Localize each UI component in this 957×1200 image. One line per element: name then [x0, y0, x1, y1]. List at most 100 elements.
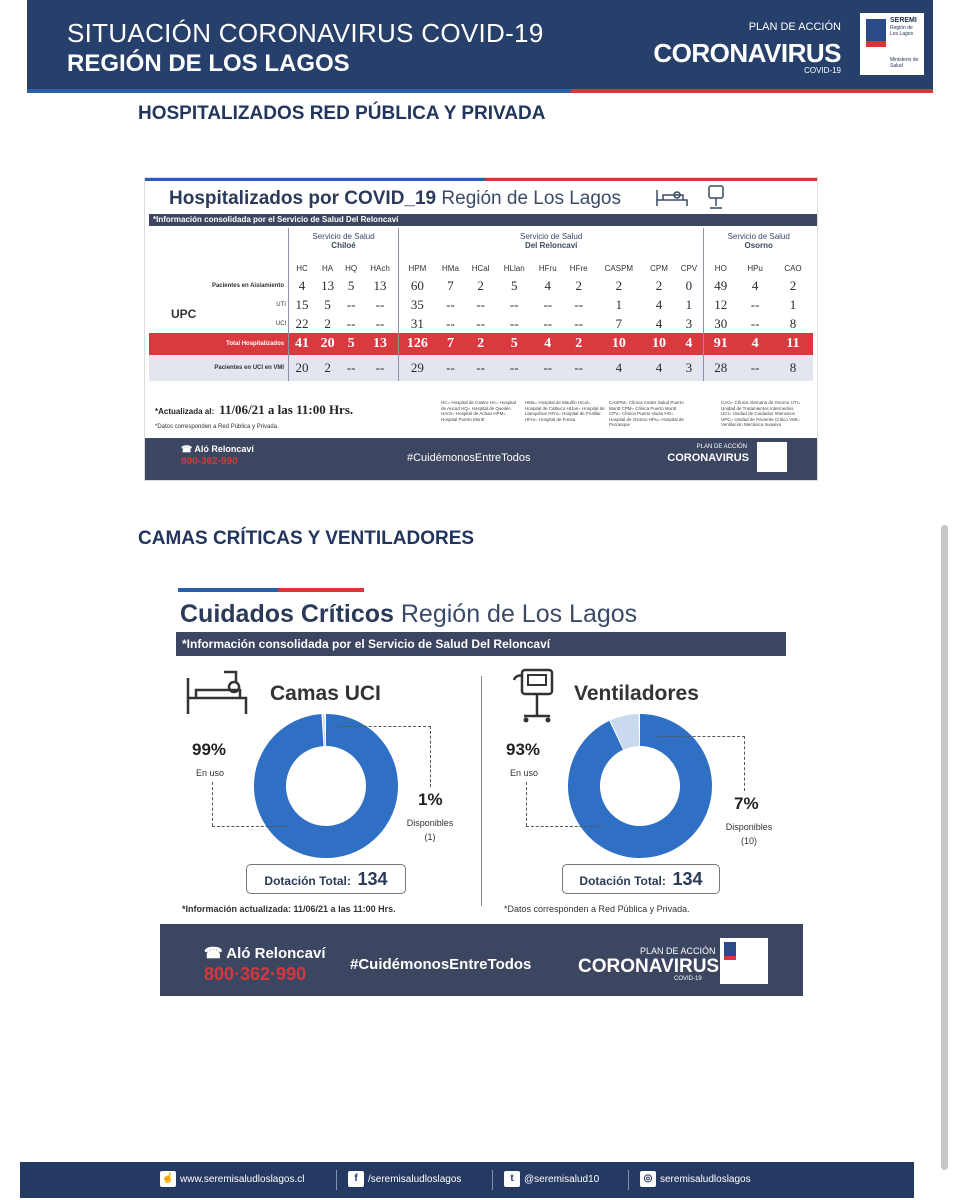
svc-rel-a: Servicio de Salud	[520, 232, 583, 241]
total-cell-ha: 20	[314, 333, 341, 355]
camas-uci-donut-chart	[254, 714, 398, 858]
plan-small-label: PLAN DE ACCIÓN	[748, 21, 841, 33]
header-title-line1: SITUACIÓN CORONAVIRUS COVID-19	[67, 18, 544, 48]
camas-in-use-label: En uso	[196, 768, 225, 778]
column-header-hcal: HCal	[471, 263, 490, 273]
twitter-icon: t	[504, 1171, 520, 1188]
aislamiento-cell-caspm: 2	[615, 277, 623, 293]
aislamiento-cell-ha: 13	[321, 277, 335, 293]
svc-oso-b: Osorno	[744, 241, 773, 250]
leader-line	[526, 826, 602, 827]
crit-data-note: *Datos corresponden a Red Pública y Priv…	[504, 904, 690, 914]
uci-cell-caspm: 7	[615, 315, 623, 331]
camas-in-use-slice	[254, 714, 398, 858]
svc-chiloe-header: Servicio de Salud Chiloé	[288, 228, 399, 260]
hosp-title-bold: Hospitalizados por COVID_19	[169, 188, 437, 209]
table-row-vmi: Pacientes en UCI en VMI 20 2 -- -- 29 -- -- -- -…	[149, 355, 813, 381]
uti-cell-hach: --	[375, 296, 385, 312]
hospital-bed-icon	[656, 190, 688, 206]
seremi-logo: SEREMI Región de Los Lagos Ministerio de…	[860, 13, 924, 75]
separator	[628, 1170, 629, 1190]
facebook-link[interactable]: f/seremisaludloslagos	[348, 1171, 461, 1189]
header-color-band	[27, 89, 933, 93]
total-cell-cpv: 4	[674, 333, 704, 355]
abbr-block-1: HC= Hospital de Castro HA= Hospital de A…	[441, 400, 517, 422]
vent-dotacion-box: Dotación Total: 134	[562, 864, 720, 894]
total-cell-cao: 11	[772, 333, 813, 355]
camas-free-count: (1)	[424, 832, 436, 842]
crit-title-rest: Región de Los Lagos	[393, 600, 638, 628]
column-header-caspm: CASPM	[604, 263, 634, 273]
seremi-label: SEREMI	[890, 17, 917, 24]
row-label-aislamiento: Pacientes en Aislamiento	[211, 282, 285, 289]
column-header-hfre: HFre	[569, 263, 588, 273]
uti-cell-hfru: --	[543, 296, 553, 312]
uti-cell-hcal: --	[476, 296, 485, 312]
aislamiento-cell-cpv: 0	[685, 277, 693, 293]
updated-value: 11/06/21 a las 11:00 Hrs.	[219, 402, 354, 417]
total-cell-hfre: 2	[563, 333, 595, 355]
vmi-cell-hpm: 29	[397, 355, 436, 381]
table-row-uti: UPC UTI 15 5 -- -- 35 -- -- -- -- -- 1 4 1 12 -- 1	[149, 295, 813, 321]
uti-cell-cpm: 4	[655, 296, 663, 312]
page-scrollbar[interactable]	[941, 525, 948, 1170]
aislamiento-cell-hllan: 5	[510, 277, 518, 293]
vmi-cell-hc: 20	[288, 355, 315, 381]
leader-line	[212, 782, 213, 826]
uci-cell-ho: 30	[703, 314, 738, 333]
cuidados-criticos-card: Cuidados Críticos Región de Los Lagos *I…	[160, 588, 803, 996]
total-cell-hc: 41	[288, 333, 315, 355]
ventiladores-donut-chart	[568, 714, 712, 858]
camas-total-label: Dotación Total:	[264, 874, 351, 888]
vmi-cell-hma: --	[435, 355, 466, 381]
header-banner: SITUACIÓN CORONAVIRUS COVID-19 REGIÓN DE…	[27, 0, 933, 93]
aislamiento-cell-hach: 13	[373, 277, 387, 293]
header-title-line2: REGIÓN DE LOS LAGOS	[67, 50, 350, 77]
crit-hashtag: #CuidémonosEntreTodos	[350, 956, 532, 973]
uti-cell-hpm: 35	[397, 295, 436, 314]
svc-osorno-header: Servicio de Salud Osorno	[703, 228, 813, 260]
updated-label: *Actualizada al:	[155, 407, 215, 416]
uci-cell-hcal: --	[476, 315, 485, 331]
instagram-link[interactable]: ◎ seremisaludloslagos	[640, 1171, 751, 1189]
uti-cell-hc: 15	[288, 295, 315, 314]
title-bar-blue	[145, 178, 485, 181]
vmi-cell-hllan: --	[496, 355, 533, 381]
web-link[interactable]: ☝ www.seremisaludloslagos.cl	[160, 1171, 305, 1189]
row-label-uci: UCI	[275, 320, 287, 327]
column-header-hpu: HPu	[747, 263, 763, 273]
aislamiento-cell-hc: 4	[288, 276, 315, 295]
separator	[336, 1170, 337, 1190]
uci-cell-cao: 8	[789, 315, 797, 331]
uci-cell-ha: 2	[324, 315, 331, 331]
vent-in-use-label: En uso	[510, 768, 539, 778]
vent-total-label: Dotación Total:	[579, 874, 666, 888]
leader-line	[212, 826, 288, 827]
svc-chiloe-a: Servicio de Salud	[312, 232, 375, 241]
web-text: www.seremisaludloslagos.cl	[180, 1174, 305, 1185]
vmi-cell-hfre: --	[563, 355, 595, 381]
crit-plan-covid: COVID-19	[674, 976, 702, 982]
uci-cell-hach: --	[375, 315, 385, 331]
total-cell-hpu: 4	[737, 333, 773, 355]
hosp-plan-small: PLAN DE ACCIÓN	[696, 444, 747, 450]
camas-free-label: Disponibles	[406, 818, 454, 828]
camas-free-pct: 1%	[418, 790, 443, 809]
row-label-uti: UTI	[276, 301, 286, 308]
hosp-info-bar: *Información consolidada por el Servicio…	[149, 214, 817, 226]
vmi-cell-ho: 28	[703, 355, 738, 381]
uci-cell-hma: --	[446, 315, 455, 331]
title-bar-red	[485, 178, 817, 181]
ministerio-label: Ministerio de Salud	[890, 57, 919, 69]
aislamiento-cell-cpm: 2	[655, 277, 663, 293]
hosp-title-rest: Región de Los Lagos	[436, 188, 621, 209]
uti-cell-ha: 5	[324, 296, 331, 312]
camas-in-use-pct: 99%	[192, 740, 227, 759]
hosp-hashtag: #CuidémonosEntreTodos	[407, 452, 531, 464]
twitter-link[interactable]: t @seremisalud10	[504, 1171, 599, 1189]
web-icon: ☝	[160, 1171, 176, 1188]
vmi-cell-hq: --	[340, 355, 363, 381]
total-cell-hfru: 4	[532, 333, 564, 355]
crit-card-title: Cuidados Críticos Región de Los Lagos	[180, 600, 637, 629]
vent-free-count: (10)	[740, 836, 757, 846]
